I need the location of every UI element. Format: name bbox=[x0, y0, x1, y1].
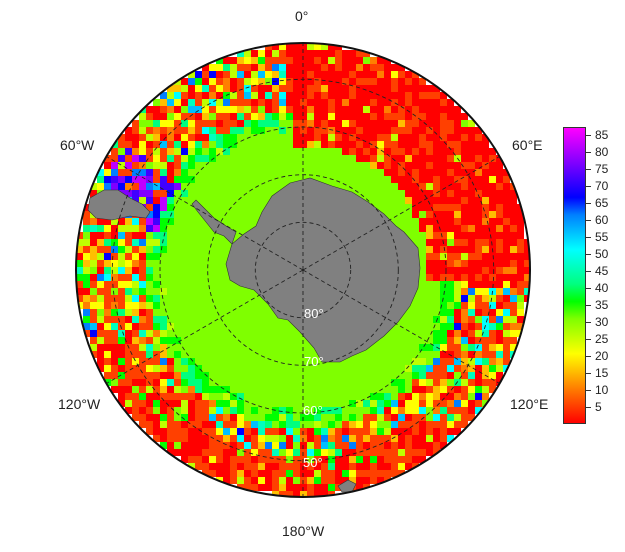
colorbar-tick-label: 35 bbox=[595, 298, 609, 313]
colorbar-tick-label: 80 bbox=[595, 145, 609, 160]
colorbar-tick-label: 40 bbox=[595, 281, 609, 296]
lat-label-70: 70° bbox=[304, 354, 324, 369]
colorbar-tick-mark bbox=[586, 271, 591, 273]
colorbar-tick-mark bbox=[586, 322, 591, 324]
colorbar-tick-mark bbox=[586, 339, 591, 341]
colorbar-tick-mark bbox=[586, 135, 591, 137]
lat-label-50: 50° bbox=[303, 455, 323, 470]
colorbar-tick-mark bbox=[586, 237, 591, 239]
colorbar-tick-label: 20 bbox=[595, 349, 609, 364]
colorbar-tick-mark bbox=[586, 305, 591, 307]
graticule bbox=[106, 43, 500, 497]
colorbar-tick-label: 50 bbox=[595, 247, 609, 262]
colorbar-tick-label: 5 bbox=[595, 400, 602, 415]
colorbar bbox=[563, 127, 586, 424]
colorbar-tick-label: 10 bbox=[595, 383, 609, 398]
lon-label-0: 0° bbox=[295, 8, 309, 24]
colorbar-tick-label: 30 bbox=[595, 315, 609, 330]
colorbar-tick-mark bbox=[586, 288, 591, 290]
colorbar-tick-label: 45 bbox=[595, 264, 609, 279]
colorbar-tick-label: 75 bbox=[595, 162, 609, 177]
lat-label-60: 60° bbox=[303, 403, 323, 418]
colorbar-tick-label: 70 bbox=[595, 179, 609, 194]
colorbar-tick-label: 55 bbox=[595, 230, 609, 245]
lon-label-120w: 120°W bbox=[58, 396, 101, 412]
lon-label-60w: 60°W bbox=[60, 137, 95, 153]
island-land bbox=[337, 479, 357, 493]
colorbar-tick-mark bbox=[586, 152, 591, 154]
colorbar-tick-mark bbox=[586, 407, 591, 409]
colorbar-tick-label: 25 bbox=[595, 332, 609, 347]
colorbar-tick-mark bbox=[586, 220, 591, 222]
south-america-land bbox=[87, 189, 151, 221]
colorbar-tick-mark bbox=[586, 203, 591, 205]
colorbar-tick-label: 15 bbox=[595, 366, 609, 381]
colorbar-tick-label: 60 bbox=[595, 213, 609, 228]
lon-label-180w: 180°W bbox=[282, 523, 325, 539]
colorbar-tick-label: 65 bbox=[595, 196, 609, 211]
antarctica-land bbox=[225, 177, 421, 363]
lat-label-80: 80° bbox=[304, 306, 324, 321]
map-frame bbox=[75, 42, 531, 498]
lon-label-120e: 120°E bbox=[510, 396, 549, 412]
colorbar-tick-label: 85 bbox=[595, 128, 609, 143]
colorbar-tick-mark bbox=[586, 254, 591, 256]
colorbar-tick-mark bbox=[586, 186, 591, 188]
colorbar-tick-mark bbox=[586, 390, 591, 392]
colorbar-tick-mark bbox=[586, 356, 591, 358]
colorbar-tick-mark bbox=[586, 169, 591, 171]
colorbar-tick-mark bbox=[586, 373, 591, 375]
lon-label-60e: 60°E bbox=[512, 137, 543, 153]
